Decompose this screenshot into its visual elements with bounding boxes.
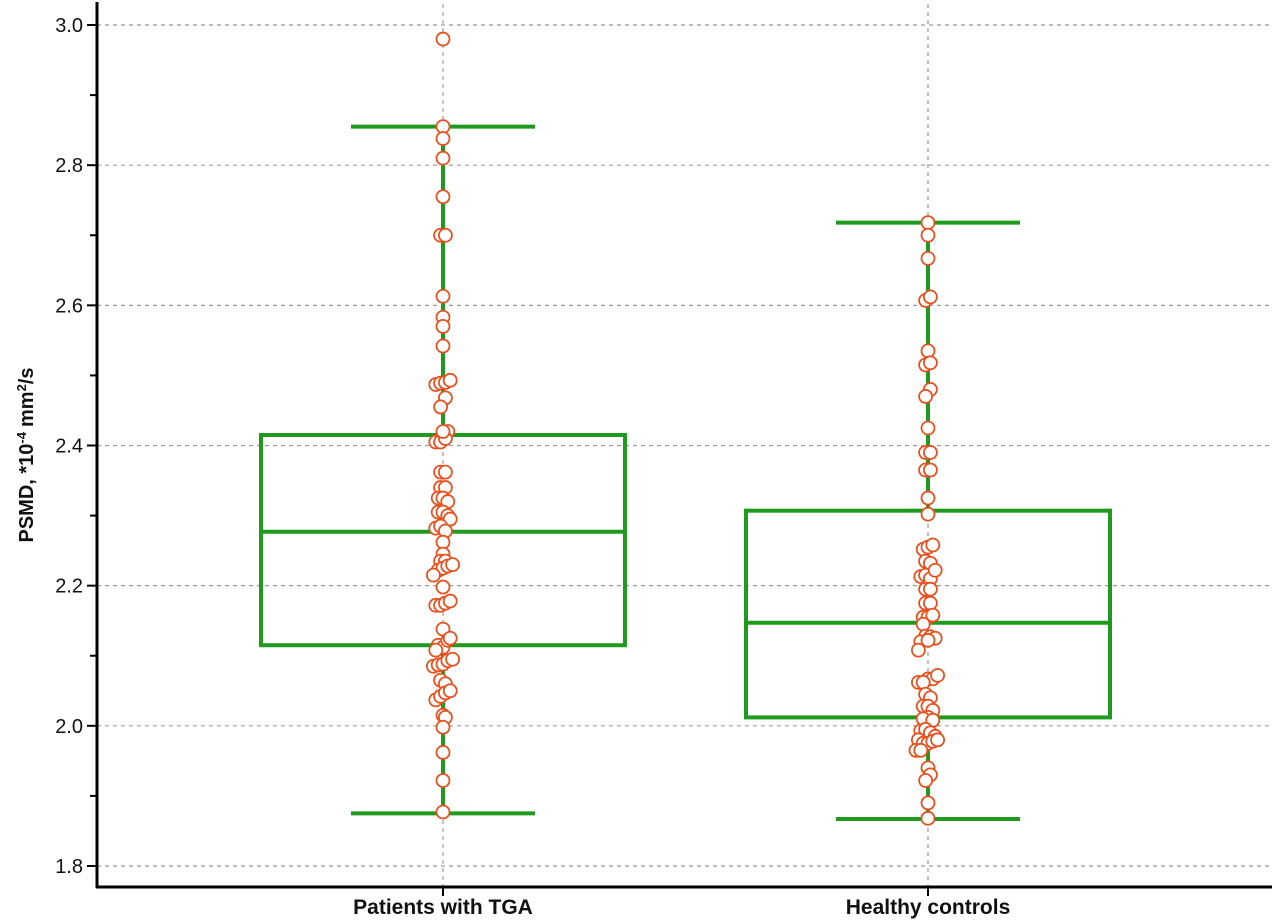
data-point [925, 537, 941, 553]
data-point [442, 593, 458, 609]
y-tick-label: 2.8 [55, 155, 83, 177]
data-point [435, 31, 451, 47]
data-point [923, 581, 938, 597]
data-point [435, 318, 451, 334]
data-point [920, 810, 936, 826]
y-axis-title-exponent: -4 [14, 431, 29, 443]
data-point [927, 562, 943, 578]
data-point [435, 338, 451, 354]
x-category-label: Healthy controls [846, 896, 1011, 919]
y-tick-label: 2.4 [55, 436, 83, 458]
data-point [923, 595, 938, 611]
y-tick-label: 2.6 [55, 295, 83, 317]
gridlines [97, 4, 1272, 887]
data-point [920, 227, 936, 243]
data-point [433, 399, 449, 415]
data-point [920, 420, 936, 436]
data-point [442, 630, 458, 646]
data-point [923, 445, 938, 460]
data-point [915, 674, 931, 690]
y-axis-title-suffix: /s [16, 368, 38, 385]
data-point [437, 464, 453, 480]
data-point [442, 683, 458, 699]
data-point [913, 742, 929, 758]
data-point [442, 372, 458, 388]
y-axis-title-prefix: PSMD, *10 [16, 444, 38, 543]
data-points [425, 31, 945, 826]
data-point [923, 462, 938, 478]
data-point [920, 632, 936, 648]
data-point [920, 506, 936, 522]
data-point [435, 288, 451, 304]
data-point [435, 579, 451, 595]
y-axis-title-space: mm [16, 391, 38, 427]
data-point [915, 616, 931, 632]
y-axis-title-unit-exponent: 2 [14, 384, 29, 391]
data-point [437, 227, 453, 243]
box-plots [259, 124, 1112, 822]
data-point [445, 651, 461, 667]
data-point [435, 189, 451, 205]
data-point [920, 215, 936, 231]
data-point [435, 804, 451, 820]
data-point [920, 343, 936, 359]
data-point [435, 150, 451, 166]
data-point [923, 289, 938, 305]
data-point [920, 795, 936, 811]
y-tick-label: 2.2 [55, 576, 83, 598]
data-point [918, 389, 933, 404]
data-point [930, 732, 945, 748]
data-point [428, 642, 444, 658]
data-point [925, 607, 941, 623]
data-point [911, 642, 926, 658]
data-point [435, 773, 451, 788]
data-point [435, 719, 451, 735]
y-tick-label: 3.0 [55, 15, 83, 37]
data-point [923, 355, 938, 371]
data-point [930, 667, 945, 683]
y-axis-title: PSMD, *10-4 mm2/s [14, 368, 39, 543]
x-category-label: Patients with TGA [353, 896, 533, 919]
data-point [435, 745, 451, 760]
data-point [435, 424, 451, 439]
data-point [918, 773, 933, 788]
data-point [920, 490, 936, 506]
data-point [425, 567, 441, 583]
data-point [435, 131, 451, 146]
y-tick-label: 2.0 [55, 716, 83, 738]
y-tick-label: 1.8 [55, 856, 83, 878]
data-point [445, 557, 461, 573]
data-point [920, 250, 936, 266]
axes: 1.8 2.0 2.2 2.4 2.6 2.8 3.0 Patients with TGA He… [55, 2, 1272, 919]
